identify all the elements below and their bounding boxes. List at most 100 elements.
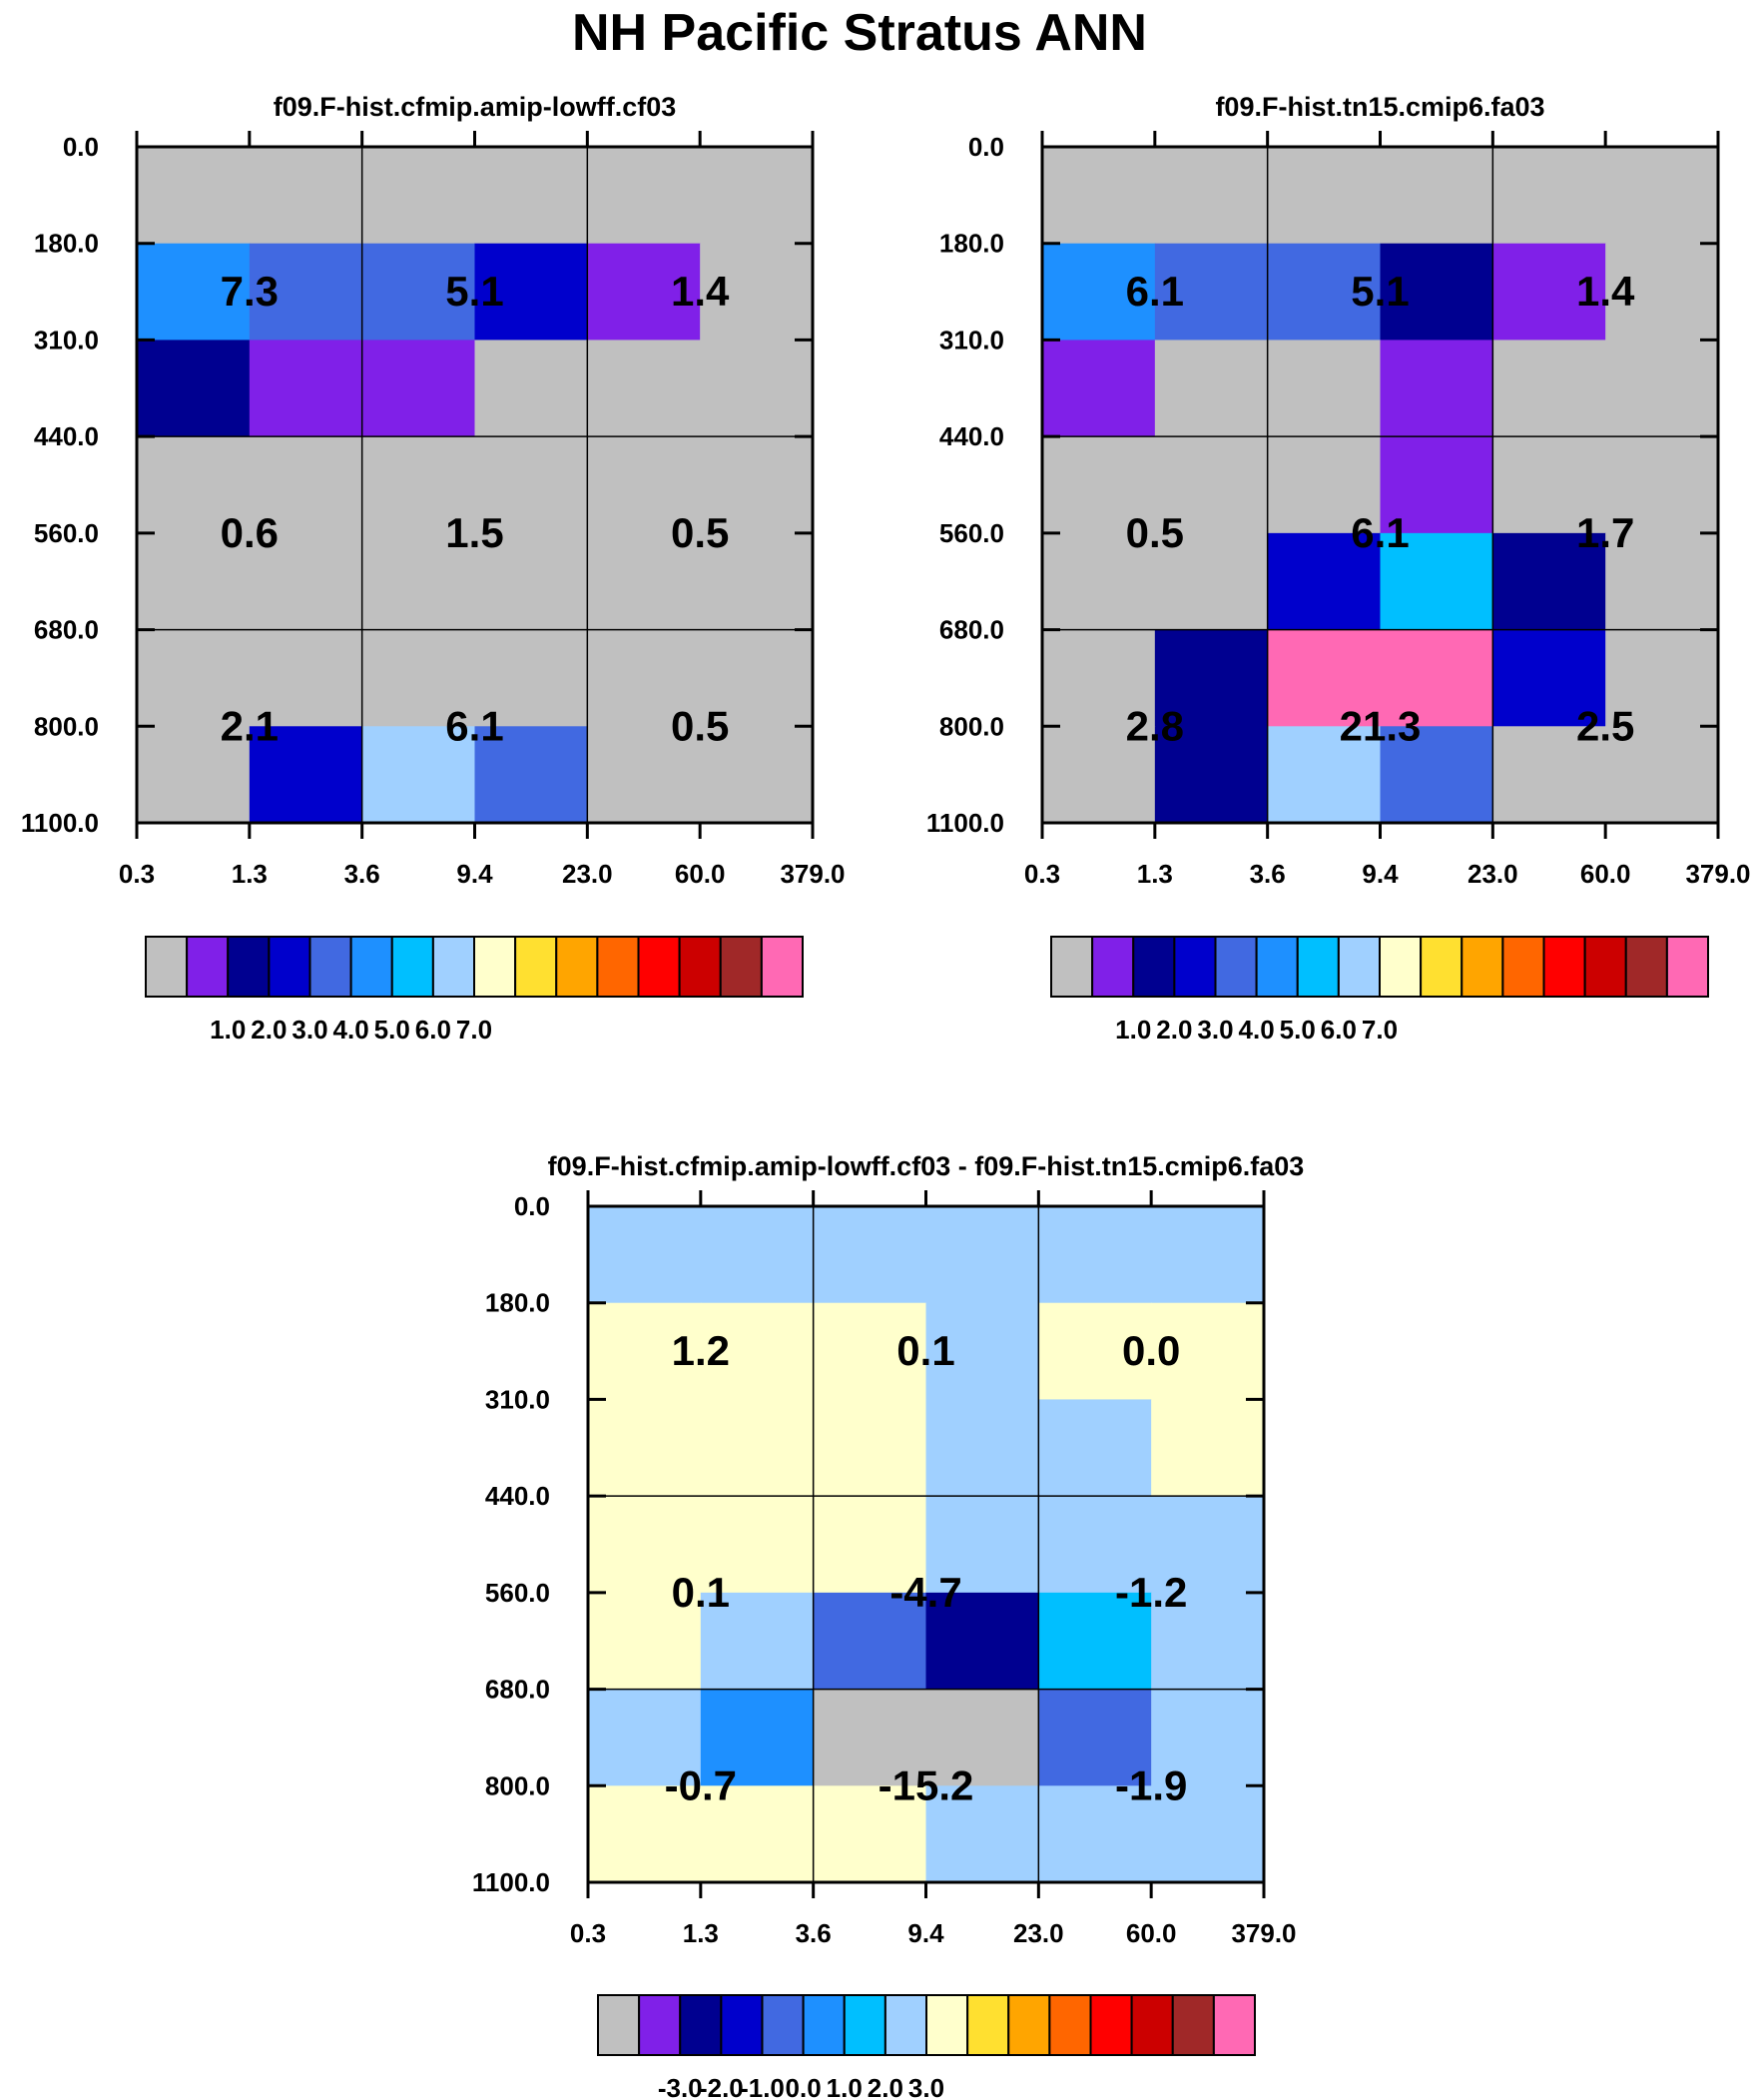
heatmap-cell <box>1380 726 1493 824</box>
colorbar-box <box>925 1994 969 2056</box>
data-label: -1.2 <box>1115 1569 1187 1616</box>
colorbar-box <box>1007 1994 1051 2056</box>
x-tick-label: 1.3 <box>1137 859 1173 889</box>
heatmap-cell <box>700 1302 815 1401</box>
colorbar-box <box>1501 936 1545 998</box>
colorbar-box <box>308 936 352 998</box>
x-tick-label: 9.4 <box>1362 859 1399 889</box>
heatmap-cell <box>1151 1399 1265 1497</box>
heatmap-cell <box>1038 1206 1152 1304</box>
heatmap-cell <box>587 147 701 245</box>
x-tick-label: 23.0 <box>1467 859 1518 889</box>
colorbar-tick-label: 7.0 <box>1362 1015 1398 1045</box>
heatmap-cell <box>1492 532 1606 631</box>
y-tick-label: 800.0 <box>939 711 1004 741</box>
colorbar-tick-label: 6.0 <box>415 1015 451 1045</box>
heatmap-cell <box>1380 340 1493 437</box>
heatmap-cell <box>474 532 588 631</box>
colorbar-tick-label: 1.0 <box>1115 1015 1151 1045</box>
colorbar-tick-label: 7.0 <box>456 1015 492 1045</box>
colorbar-tick-label: 2.0 <box>868 2073 903 2100</box>
data-label: 5.1 <box>445 268 503 315</box>
x-tick-label: 0.3 <box>119 859 155 889</box>
colorbar-box <box>1379 936 1423 998</box>
y-tick-label: 560.0 <box>485 1578 550 1608</box>
chart-panel-2: f09.F-hist.tn15.cmip6.fa03 0.0 180.0 310.0 4… <box>926 92 1751 1045</box>
heatmap-cell <box>587 243 701 342</box>
heatmap-cell <box>1042 340 1156 437</box>
heatmap-cell <box>1154 436 1269 534</box>
heatmap-cell <box>1380 436 1493 534</box>
y-tick-label: 1100.0 <box>472 1867 550 1897</box>
colorbar-box <box>1583 936 1627 998</box>
heatmap-cell <box>1605 243 1719 342</box>
heatmap-cell <box>137 726 251 824</box>
heatmap-cell <box>587 629 701 727</box>
colorbar-tick-label: 4.0 <box>1239 1015 1275 1045</box>
colorbar-tick-label: 2.0 <box>1156 1015 1192 1045</box>
data-label: 0.6 <box>221 509 279 556</box>
data-label: -1.9 <box>1115 1761 1187 1808</box>
colorbar-box <box>1091 936 1135 998</box>
heatmap-cell <box>700 1206 815 1304</box>
x-tick-label: 3.6 <box>796 1918 832 1948</box>
y-tick-label: 180.0 <box>939 229 1004 259</box>
colorbar-box <box>1130 1994 1174 2056</box>
data-label: 0.5 <box>671 509 729 556</box>
colorbar-box <box>227 936 271 998</box>
heatmap-cell <box>1151 1302 1265 1401</box>
heatmap-cell <box>1267 629 1382 727</box>
colorbar-box <box>1132 936 1176 998</box>
colorbar-box <box>514 936 558 998</box>
colorbar-box <box>1171 1994 1215 2056</box>
data-label: 2.1 <box>221 702 279 749</box>
y-tick-label: 180.0 <box>34 229 99 259</box>
colorbar-box <box>1624 936 1668 998</box>
heatmap-cell <box>925 1496 1039 1594</box>
heatmap-cell <box>361 340 476 437</box>
data-label: 0.1 <box>672 1569 730 1616</box>
y-tick-label: 310.0 <box>939 325 1004 354</box>
figure-title: NH Pacific Stratus ANN <box>572 4 1147 62</box>
x-tick-label: 23.0 <box>1013 1918 1064 1948</box>
colorbar-box <box>719 936 763 998</box>
heatmap-cell <box>925 1302 1039 1401</box>
heatmap-cell <box>474 629 588 727</box>
heatmap-cell <box>700 1689 815 1786</box>
colorbar-box <box>760 936 804 998</box>
colorbar-box <box>597 1994 641 2056</box>
heatmap-cell <box>700 340 814 437</box>
heatmap-cell <box>1605 340 1719 437</box>
heatmap-cell <box>1380 629 1493 727</box>
heatmap-cell <box>588 1689 702 1786</box>
y-tick-label: 310.0 <box>485 1384 550 1414</box>
heatmap-cell <box>1038 1399 1152 1497</box>
heatmap-cell <box>137 243 251 342</box>
heatmap-cell <box>1151 1496 1265 1594</box>
x-tick-label: 379.0 <box>780 859 845 889</box>
heatmap-cell <box>1492 243 1606 342</box>
heatmap-cell <box>1151 1206 1265 1304</box>
heatmap-cell <box>588 1302 702 1401</box>
y-tick-label: 440.0 <box>34 421 99 451</box>
heatmap-cell <box>361 532 476 631</box>
heatmap-cell <box>813 1206 927 1304</box>
heatmap-cell <box>813 1592 927 1691</box>
x-tick-label: 3.6 <box>1250 859 1286 889</box>
colorbar-box <box>473 936 517 998</box>
data-label: 2.8 <box>1126 702 1184 749</box>
y-tick-label: 800.0 <box>485 1770 550 1800</box>
x-tick-label: 1.3 <box>683 1918 719 1948</box>
x-tick-label: 60.0 <box>675 859 726 889</box>
heatmap-cell <box>1605 436 1719 534</box>
heatmap-cell <box>249 532 363 631</box>
colorbar-box <box>268 936 311 998</box>
heatmap-cell <box>588 1206 702 1304</box>
chart-panel-3: f09.F-hist.cfmip.amip-lowff.cf03 - f09.F… <box>472 1151 1304 2100</box>
y-tick-label: 800.0 <box>34 711 99 741</box>
colorbar-box <box>1420 936 1464 998</box>
x-tick-label: 0.3 <box>570 1918 606 1948</box>
data-label: 6.1 <box>445 702 503 749</box>
heatmap-cell <box>925 1689 1039 1786</box>
